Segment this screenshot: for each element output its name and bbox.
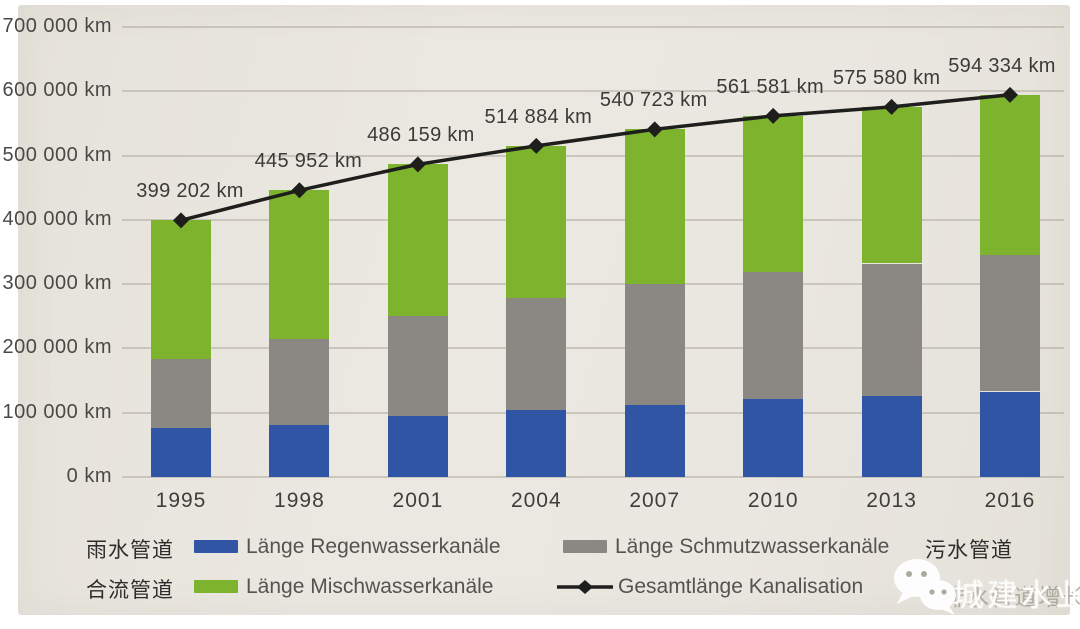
bar-2001-schmutzwasser — [387, 315, 448, 416]
legend-rain-cn-label: 雨水管道 — [86, 539, 174, 562]
x-tick-label-2001: 2001 — [392, 489, 444, 512]
x-tick-label-2007: 2007 — [629, 489, 681, 512]
total-data-label-2016: 594 334 km — [948, 54, 1056, 77]
total-data-label-1998: 445 952 km — [254, 150, 363, 173]
x-tick-label-2016: 2016 — [984, 489, 1036, 512]
legend-combined-cn-label: 合流管道 — [86, 579, 174, 602]
grid-line-100000 — [122, 411, 1064, 414]
bar-1998-mischwasser — [269, 190, 330, 340]
x-tick-label-1995: 1995 — [155, 489, 207, 512]
y-tick-label: 0 km — [66, 465, 112, 487]
bar-2010-schmutzwasser — [743, 271, 804, 400]
bar-1998-schmutzwasser — [269, 339, 330, 425]
grid-line-600000 — [122, 90, 1064, 93]
total-marker-1998 — [291, 182, 308, 199]
bar-2016-schmutzwasser — [980, 255, 1040, 392]
x-tick-label-2010: 2010 — [747, 489, 799, 512]
legend-combined-label: Länge Mischwasserkanäle — [246, 575, 494, 598]
watermark-underlay-text: 排水管道增长 — [942, 584, 1080, 610]
grid-line-400000 — [122, 218, 1064, 221]
total-data-label-2013: 575 580 km — [832, 66, 941, 89]
y-tick-label: 600 000 km — [2, 79, 112, 102]
bar-2010-mischwasser — [743, 115, 804, 272]
y-tick-label: 300 000 km — [2, 272, 112, 295]
bar-1995-mischwasser — [151, 220, 211, 359]
legend-combined-swatch-icon — [194, 580, 238, 593]
y-tick-label: 700 000 km — [2, 14, 112, 37]
bar-2007-regenwasser — [624, 405, 685, 477]
total-marker-1995 — [173, 212, 189, 229]
bar-2001-mischwasser — [387, 164, 448, 316]
bar-2007-schmutzwasser — [624, 284, 685, 405]
legend-sewage-label: Länge Schmutzwasserkanäle — [615, 535, 890, 558]
x-tick-label-2004: 2004 — [510, 489, 562, 512]
grid-line-700000 — [122, 25, 1064, 28]
total-data-label-2010: 561 581 km — [716, 75, 824, 98]
total-data-label-1995: 399 202 km — [136, 180, 244, 203]
wechat-icon — [894, 559, 956, 615]
x-tick-label-1998: 1998 — [274, 489, 325, 512]
bar-2007-mischwasser — [624, 129, 685, 285]
x-tick-label-2013: 2013 — [866, 489, 917, 512]
bar-2004-regenwasser — [506, 410, 567, 477]
total-data-label-2007: 540 723 km — [599, 89, 708, 112]
total-marker-2007 — [646, 121, 663, 138]
legend-rain-swatch-icon — [194, 540, 238, 553]
legend-total-label: Gesamtlänge Kanalisation — [618, 575, 864, 598]
total-marker-2001 — [409, 156, 426, 173]
bar-2013-schmutzwasser — [861, 263, 922, 396]
bar-1995-regenwasser — [151, 428, 211, 477]
total-data-label-2001: 486 159 km — [367, 124, 475, 147]
legend-sewage-swatch-icon — [563, 540, 607, 553]
total-marker-2004 — [528, 137, 545, 154]
bar-2016-mischwasser — [980, 94, 1040, 256]
legend-rain-label: Länge Regenwasserkanäle — [246, 535, 501, 558]
watermark-brand-text: 城建水业 — [953, 578, 1080, 613]
grid-line-500000 — [122, 154, 1064, 157]
legend-total-line-icon — [557, 580, 613, 594]
total-marker-2010 — [765, 107, 782, 124]
y-tick-label: 400 000 km — [2, 207, 112, 230]
grid-line-200000 — [122, 347, 1064, 350]
bar-2010-regenwasser — [743, 399, 804, 477]
legend-sewage-cn-label: 污水管道 — [925, 539, 1013, 562]
total-marker-2013 — [883, 98, 900, 115]
bar-2001-regenwasser — [387, 415, 448, 477]
y-tick-label: 100 000 km — [2, 400, 112, 423]
bar-2013-regenwasser — [861, 396, 922, 477]
total-data-label-2004: 514 884 km — [484, 105, 593, 128]
bar-2004-mischwasser — [506, 145, 567, 299]
bar-2016-regenwasser — [980, 391, 1040, 477]
grid-line-300000 — [122, 283, 1064, 286]
bar-1998-regenwasser — [269, 424, 330, 477]
bar-2004-schmutzwasser — [506, 298, 567, 411]
bar-1995-schmutzwasser — [151, 358, 211, 429]
total-line — [180, 93, 1011, 222]
bar-2013-mischwasser — [861, 106, 922, 264]
y-tick-label: 200 000 km — [2, 336, 112, 359]
y-tick-label: 500 000 km — [2, 143, 112, 166]
grid-line-0 — [122, 476, 1064, 478]
total-marker-2016 — [1002, 86, 1019, 103]
